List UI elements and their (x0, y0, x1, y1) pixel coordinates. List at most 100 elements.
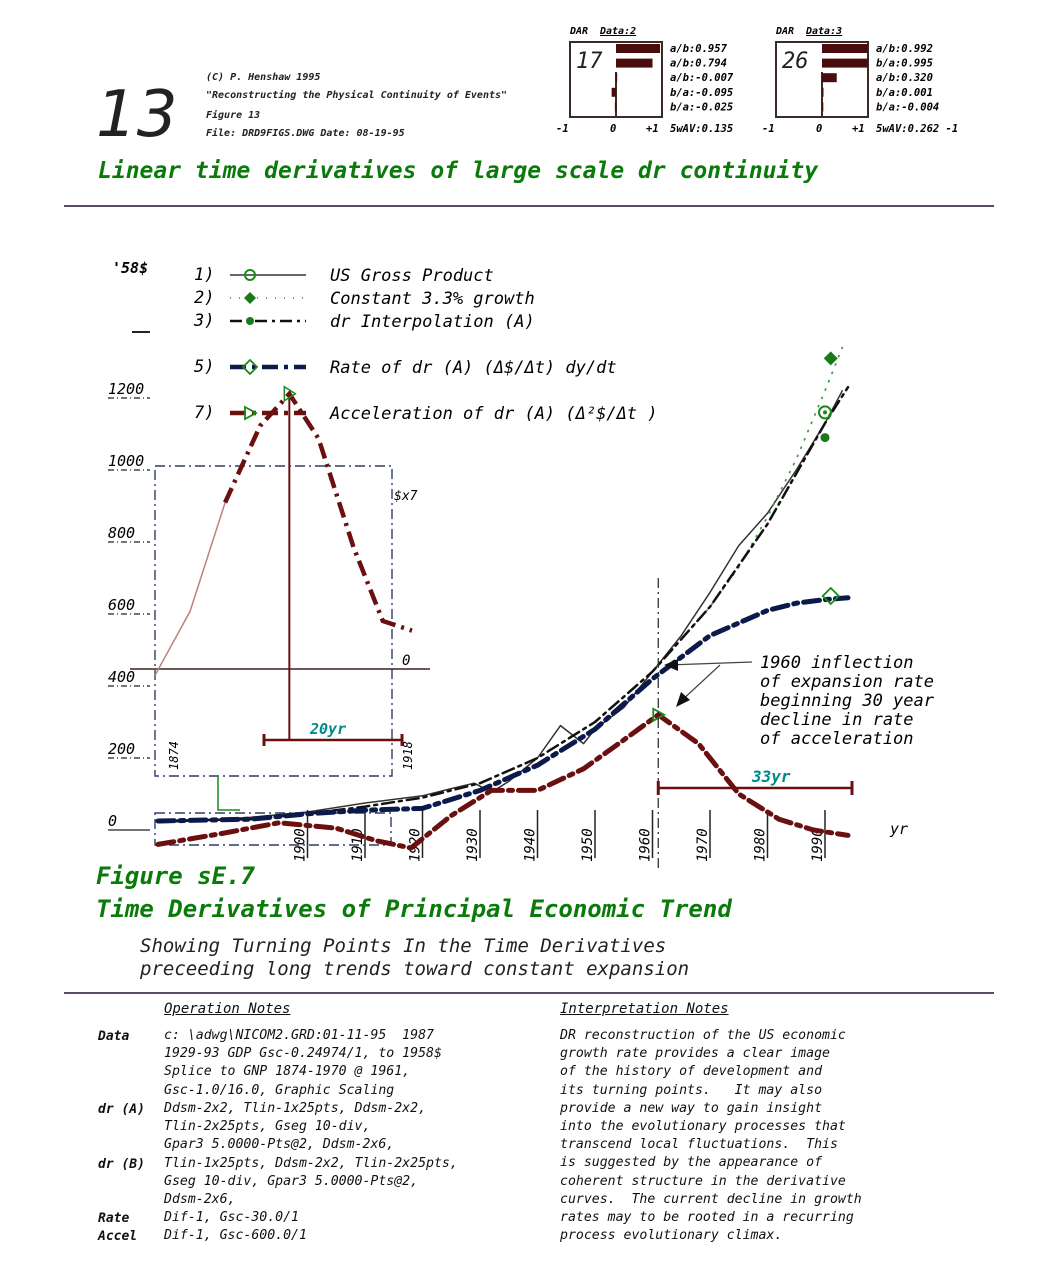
series-constant-growth (651, 346, 844, 673)
series-dr-interpolation (156, 385, 850, 823)
y-tick-label: 800 (108, 524, 135, 542)
dar-bar (821, 102, 824, 112)
note-label-dr-b: dr (B) (98, 1157, 145, 1172)
y-axis-label: '58$ (112, 259, 148, 277)
annotation-line: beginning 30 year (760, 691, 935, 711)
x-tick-label: 1970 (695, 828, 711, 862)
x-axis-label: yr (889, 820, 908, 838)
y-tick-label: 0 (108, 812, 117, 830)
dar-data-label: Data:2 (599, 26, 636, 37)
annotation-arrowhead (664, 659, 678, 671)
inset-connector (217, 776, 240, 811)
marker-rate-of-dr (821, 586, 841, 606)
legend-label: dr Interpolation (A) (330, 312, 535, 332)
y-tick-label: 1000 (108, 452, 144, 470)
dar-tick: -1 (762, 123, 775, 135)
inset-scale-label: $x7 (394, 489, 418, 504)
note-text-dr-a: Ddsm-2x2, Tlin-1x25pts, Ddsm-2x2, Tlin-2… (164, 1101, 427, 1153)
dar-bar (822, 44, 868, 53)
legend-number: 7) (194, 403, 214, 423)
dar-panels: DAR Data:2 17 a/b:0.957 a/b:0.794 a/b:-0.007 b… (556, 26, 958, 135)
x-tick-label: 1980 (753, 828, 769, 862)
legend-marker (241, 358, 259, 376)
interpretation-notes-title: Interpretation Notes (560, 1001, 729, 1017)
annotation-pointer (667, 661, 753, 666)
marker-us-gross-product (818, 405, 832, 420)
x-tick-label: 1960 (638, 828, 654, 862)
legend-number: 2) (194, 288, 214, 308)
legend-label: US Gross Product (330, 266, 494, 286)
series-us-gross-product (157, 390, 843, 824)
main-span-label: 33yr (751, 767, 791, 786)
annotation-line: of expansion rate (760, 672, 934, 692)
marker-constant-growth (823, 351, 838, 366)
y-tick-label: 600 (108, 596, 135, 614)
series-acceleration-of-dr (155, 712, 851, 851)
x-tick-label: 1990 (810, 828, 826, 862)
inset-year-end: 1918 (401, 741, 415, 770)
inset-peak-marker (283, 385, 297, 403)
figure-description-1: Showing Turning Points In the Time Deriv… (140, 935, 667, 957)
dar-tick: 0 (816, 123, 822, 135)
book-title-line: "Reconstructing the Physical Continuity … (206, 90, 508, 101)
x-tick-label: 1950 (580, 828, 596, 862)
bottom-divider (64, 992, 994, 994)
dar-bar (822, 87, 824, 97)
dar-bar (615, 73, 618, 83)
legend-marker (246, 317, 254, 325)
dar-stat: a/b:-0.007 (670, 72, 734, 84)
figure-subtitle: Time Derivatives of Principal Economic T… (96, 895, 732, 923)
annotation-line: of acceleration (760, 729, 914, 749)
dar-tick: 0 (610, 123, 616, 135)
dar-stat: b/a:-0.095 (670, 87, 733, 99)
copyright-line: (C) P. Henshaw 1995 (206, 72, 321, 83)
note-text-dr-b: Tlin-1x25pts, Ddsm-2x2, Tlin-2x25pts, Gs… (164, 1156, 458, 1208)
dar-data-label: Data:3 (805, 26, 842, 37)
note-text-accel: Dif-1, Gsc-600.0/1 (164, 1228, 307, 1243)
note-label-data: Data (98, 1029, 130, 1044)
legend-number: 5) (194, 357, 214, 377)
dar-stat: b/a:-0.004 (876, 101, 939, 113)
y-tick-label: 200 (108, 740, 135, 758)
x-tick-label: 1930 (465, 828, 481, 862)
legend-number: 1) (194, 265, 214, 285)
dar-box-number: 17 (576, 49, 603, 74)
marker-dr-interpolation (820, 433, 830, 443)
note-text-rate: Dif-1, Gsc-30.0/1 (164, 1210, 299, 1225)
series-rate-of-dr (155, 595, 851, 824)
file-line: File: DRD9FIGS.DWG Date: 08-19-95 (206, 128, 405, 139)
annotation-arrowhead (676, 692, 690, 707)
annotation-line: 1960 inflection (760, 653, 914, 673)
dar-stat: a/b:0.957 (670, 43, 728, 55)
inset-zero-label: 0 (402, 653, 410, 669)
marker-acceleration-of-dr (652, 707, 667, 723)
dar-stat: a/b:0.992 (876, 43, 933, 55)
legend-marker (244, 269, 256, 281)
dar-label: DAR (569, 26, 588, 37)
legend-number: 3) (193, 311, 214, 331)
dar-panel-1: DAR Data:2 17 a/b:0.957 a/b:0.794 a/b:-0.007 b… (556, 26, 734, 135)
figure-number: 13 (96, 78, 178, 152)
x-tick-label: 1900 (293, 828, 309, 862)
dar-bar (614, 102, 617, 112)
annotation-pointer (679, 664, 721, 703)
inset-curve-lead (154, 502, 226, 676)
dar-stat: b/a:0.001 (876, 87, 933, 99)
dar-panel-2: DAR Data:3 26 a/b:0.992 b/a:0.995 a/b:0.320 b/… (762, 26, 958, 135)
dar-box-number: 26 (782, 49, 809, 74)
figure-caption: Figure sE.7 (96, 862, 255, 890)
note-text-data: c: \adwg\NICOM2.GRD:01-11-95 1987 1929-9… (164, 1028, 442, 1098)
legend-label: Acceleration of dr (A) (Δ²$/Δt ) (329, 404, 658, 424)
legend-marker (244, 292, 256, 304)
dar-stat: a/b:0.320 (876, 72, 933, 84)
dar-stat: b/a:-0.025 (670, 101, 733, 113)
inset-frame (154, 465, 393, 777)
legend-label: Rate of dr (A) (Δ$/Δt) dy/dt (330, 358, 617, 378)
x-tick-label: 1940 (523, 828, 539, 862)
dar-swav: 5wAV:0.262 -1 (876, 123, 958, 135)
inset-year-start: 1874 (167, 741, 181, 770)
dar-bar (822, 58, 868, 68)
inset-source-box (154, 812, 392, 846)
note-label-dr-a: dr (A) (98, 1102, 145, 1117)
